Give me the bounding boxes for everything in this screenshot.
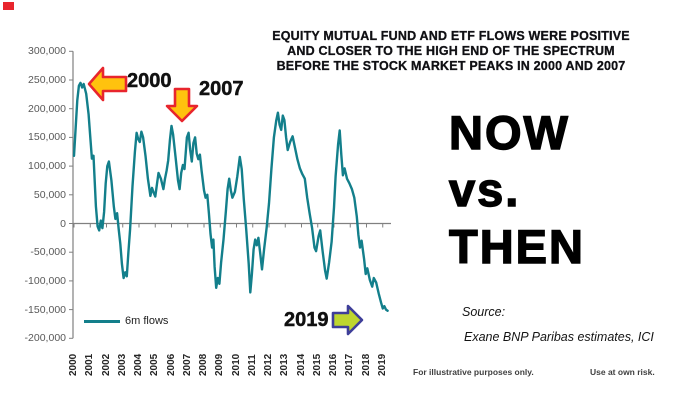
source-label: Source: xyxy=(462,305,506,319)
x-axis-year-label: 2010 xyxy=(230,353,242,376)
y-axis-tick-label: 300,000 xyxy=(28,45,66,58)
annotation-2000-label: 2000 xyxy=(127,70,172,93)
x-axis-year-label: 2011 xyxy=(246,354,258,376)
axes-group xyxy=(69,50,391,339)
right-arrow-icon xyxy=(331,304,364,336)
x-axis-year-label: 2013 xyxy=(279,353,291,376)
flows-series-line xyxy=(72,81,389,312)
x-axis-year-label: 2012 xyxy=(263,353,274,376)
legend-line-swatch xyxy=(84,319,120,323)
x-axis-year-label: 2008 xyxy=(198,353,209,376)
chart-legend: 6m flows xyxy=(84,315,168,327)
disclaimer-right: Use at own risk. xyxy=(590,367,655,377)
y-axis-tick-label: 150,000 xyxy=(28,131,66,144)
y-axis-tick-label: -150,000 xyxy=(24,303,66,316)
source-text: Exane BNP Paribas estimates, ICI xyxy=(464,330,654,344)
annotation-2019-label: 2019 xyxy=(284,309,329,332)
x-axis-year-label: 2003 xyxy=(116,353,128,376)
y-axis-tick-label: -200,000 xyxy=(24,332,66,345)
y-axis-tick-label: 250,000 xyxy=(28,74,66,86)
x-axis-year-label: 2004 xyxy=(133,353,144,376)
now-vs-then-headline: NOW vs. THEN xyxy=(448,104,585,275)
y-axis-tick-label: 0 xyxy=(60,217,66,230)
x-axis-year-label: 2006 xyxy=(165,353,177,376)
x-axis-year-label: 2005 xyxy=(149,353,161,376)
headline-line-now: NOW xyxy=(448,105,570,159)
x-axis-year-label: 2018 xyxy=(360,353,372,376)
y-axis-tick-label: -100,000 xyxy=(24,274,66,287)
left-arrow-icon xyxy=(87,66,128,102)
y-axis-tick-label: 100,000 xyxy=(28,160,66,173)
x-axis-year-label: 2002 xyxy=(100,353,112,376)
x-axis-year-label: 2009 xyxy=(214,353,226,376)
y-axis-tick-label: -50,000 xyxy=(30,246,66,259)
x-axis-year-label: 2017 xyxy=(344,353,356,376)
headline-line-then: THEN xyxy=(448,219,585,273)
x-axis-year-label: 2001 xyxy=(84,353,96,376)
y-axis-tick-label: 50,000 xyxy=(33,188,66,201)
down-arrow-icon xyxy=(165,87,199,123)
red-corner-mark xyxy=(3,2,14,10)
legend-series-label: 6m flows xyxy=(125,315,169,327)
x-axis-year-label: 2019 xyxy=(376,353,388,376)
chart-title: EQUITY MUTUAL FUND AND ETF FLOWS WERE PO… xyxy=(272,29,630,73)
y-axis-tick-label: 200,000 xyxy=(28,102,66,115)
source-block: Source: Exane BNP Paribas estimates, ICI xyxy=(462,306,654,344)
annotation-2007-label: 2007 xyxy=(199,78,244,101)
x-axis-year-label: 2015 xyxy=(311,353,323,376)
x-axis-year-label: 2016 xyxy=(328,353,339,376)
x-axis-year-label: 2000 xyxy=(68,353,79,376)
disclaimer-left: For illustrative purposes only. xyxy=(413,367,534,377)
x-axis-year-label: 2014 xyxy=(295,353,307,376)
headline-line-vs: vs. xyxy=(448,162,521,216)
x-axis-year-label: 2007 xyxy=(181,353,193,376)
